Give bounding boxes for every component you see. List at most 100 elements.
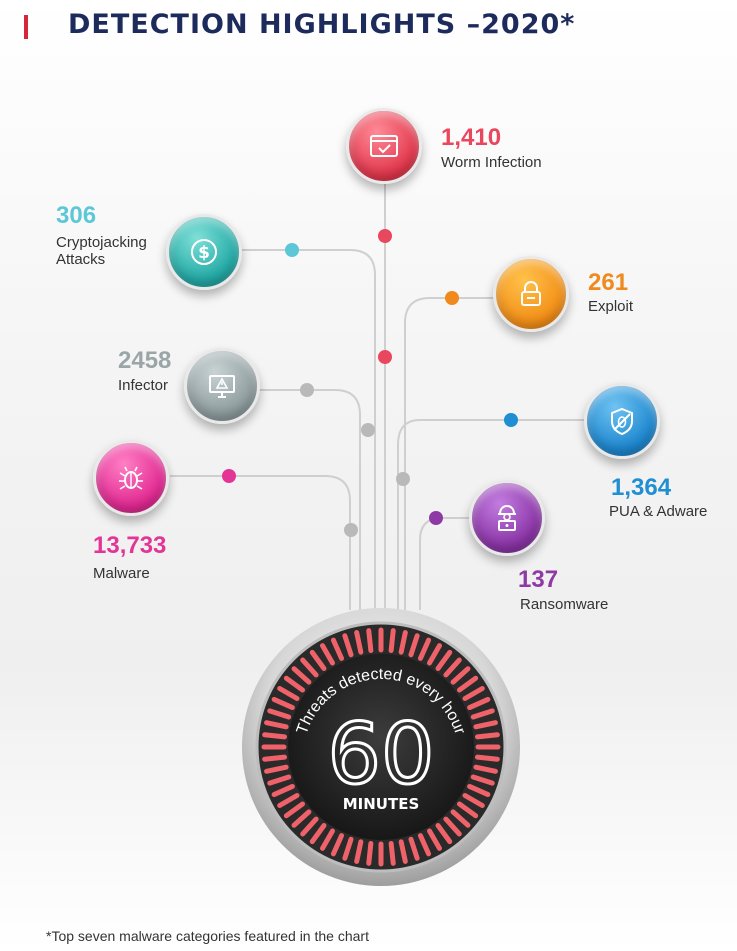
gauge-tick — [277, 793, 300, 808]
gauge-tick — [450, 809, 471, 828]
monitor-warning-icon — [209, 375, 235, 398]
exploit-node — [493, 256, 569, 332]
gauge-tick — [330, 833, 345, 857]
cryptojacking-node: $ — [166, 214, 242, 290]
gauge-tick — [474, 732, 500, 740]
gauge-tick — [450, 666, 471, 685]
gauge-tick — [417, 637, 432, 661]
gauge-tick — [264, 720, 289, 730]
gauge-tick — [467, 696, 491, 711]
gauge-tick — [354, 630, 364, 655]
gauge-tick — [398, 839, 408, 864]
gauge-60-minutes: Threats detected every hour 60 MINUTES — [240, 606, 522, 888]
dot-pua — [504, 413, 518, 427]
gauge-tick — [388, 628, 396, 654]
gauge-tick — [462, 793, 485, 808]
dot-center-3 — [344, 523, 358, 537]
connector-ransom — [419, 517, 470, 610]
dot-crypto — [285, 243, 299, 257]
pua-adware-node — [584, 383, 660, 459]
connector-crypto — [240, 249, 376, 610]
gauge-tick — [408, 836, 420, 861]
gauge-tick-ring — [261, 627, 501, 867]
gauge-tick — [435, 649, 453, 672]
ransomware-label: Ransomware — [520, 596, 609, 613]
gauge-tick — [309, 822, 327, 845]
gauge-tick — [408, 633, 420, 658]
connector-malware — [170, 475, 351, 610]
gauge-tick — [262, 754, 288, 762]
gauge-tick — [354, 839, 364, 864]
gauge-tick — [427, 828, 442, 851]
dollar-coin-icon: $ — [191, 239, 217, 265]
gauge-tick — [470, 708, 495, 720]
cryptojacking-label-line1: Cryptojacking — [56, 234, 147, 251]
gauge-tick — [342, 836, 354, 861]
exploit-label: Exploit — [588, 298, 634, 315]
dot-worm-2 — [378, 350, 392, 364]
worm-infection-label: Worm Infection — [441, 154, 542, 171]
gauge-tick — [443, 816, 462, 837]
gauge-tick — [342, 633, 354, 658]
gauge-tick — [300, 816, 319, 837]
dot-worm-1 — [378, 229, 392, 243]
bug-icon — [119, 466, 143, 490]
gauge-tick — [456, 675, 479, 693]
gauge-tick — [456, 801, 479, 819]
gauge-tick — [309, 649, 327, 672]
svg-text:$: $ — [198, 243, 210, 263]
hacker-laptop-icon — [498, 504, 516, 531]
gauge-tick — [474, 754, 500, 762]
dot-infector — [300, 383, 314, 397]
connector-exploit — [404, 297, 495, 610]
gauge-tick — [291, 809, 312, 828]
browser-check-icon — [370, 135, 398, 157]
gauge-tick — [330, 637, 345, 661]
gauge-tick — [435, 822, 453, 845]
worm-infection-node — [346, 108, 422, 184]
pua-adware-value: 1,364 — [611, 474, 672, 501]
pua-adware-label: PUA & Adware — [609, 503, 708, 520]
gauge-number: 60 — [328, 705, 435, 803]
gauge-tick — [267, 708, 292, 720]
infector-node — [184, 348, 260, 424]
ransomware-value: 137 — [518, 566, 559, 593]
malware-label: Malware — [93, 565, 150, 582]
dot-center-2 — [396, 472, 410, 486]
gauge-tick — [267, 774, 292, 786]
gauge-tick — [473, 764, 498, 774]
gauge-tick — [291, 666, 312, 685]
gauge-tick — [462, 686, 485, 701]
gauge-tick — [283, 675, 306, 693]
gauge-unit: MINUTES — [343, 795, 420, 813]
gauge-tick — [417, 833, 432, 857]
gauge-tick — [262, 732, 288, 740]
padlock-icon — [521, 281, 541, 306]
infector-value: 2458 — [118, 347, 172, 374]
title-accent-bar — [24, 15, 28, 39]
gauge-tick — [271, 696, 295, 711]
connector-pua — [397, 419, 585, 610]
gauge-tick — [467, 783, 491, 798]
gauge-tick — [473, 720, 498, 730]
gauge-tick — [320, 643, 335, 666]
gauge-face — [288, 654, 474, 840]
malware-value: 13,733 — [93, 532, 167, 559]
gauge-tick — [366, 840, 374, 866]
gauge-tick — [427, 643, 442, 666]
malware-node — [93, 440, 169, 516]
dot-center-1 — [361, 423, 375, 437]
page-title: DETECTION HIGHLIGHTS –2020* — [68, 9, 576, 40]
worm-infection-value: 1,410 — [441, 124, 502, 151]
gauge-tick — [300, 657, 319, 678]
gauge-tick — [320, 828, 335, 851]
footnote: *Top seven malware categories featured i… — [46, 928, 369, 944]
ransomware-node — [469, 480, 545, 556]
gauge-tick — [470, 774, 495, 786]
gauge-tick — [398, 630, 408, 655]
gauge-tick — [283, 801, 306, 819]
cryptojacking-label-line2: Attacks — [56, 251, 106, 268]
gauge-tick — [388, 840, 396, 866]
dot-exploit — [445, 291, 459, 305]
